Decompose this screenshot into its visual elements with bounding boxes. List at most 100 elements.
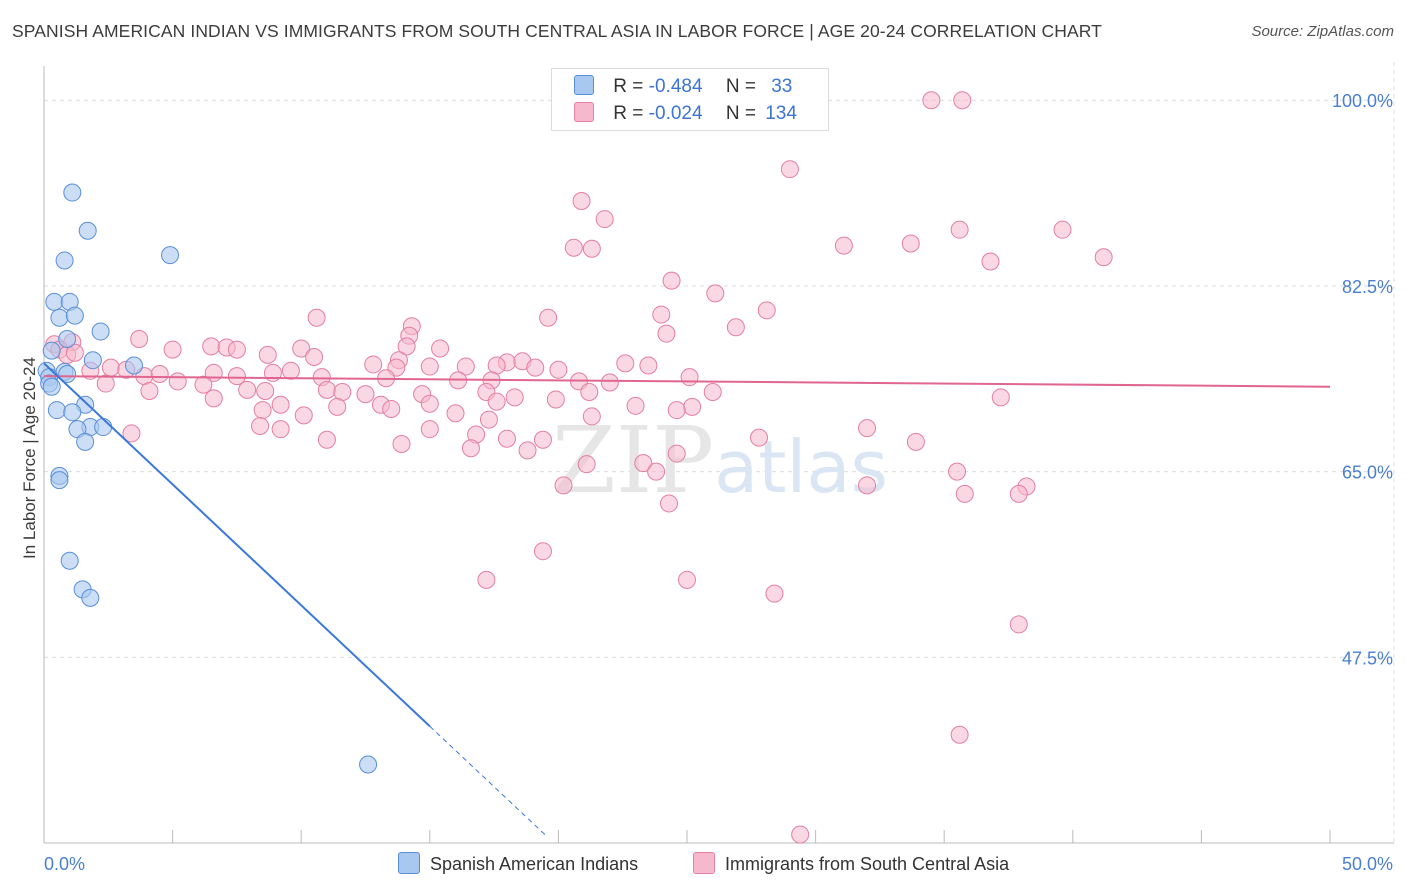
pink-point <box>554 476 573 495</box>
blue-point <box>50 471 69 490</box>
pink-series-points <box>45 91 1113 844</box>
pink-point <box>140 381 159 400</box>
pink-point <box>1053 220 1072 239</box>
pink-point <box>546 390 565 409</box>
chart-title: SPANISH AMERICAN INDIAN VS IMMIGRANTS FR… <box>12 21 1102 41</box>
pink-point <box>518 441 537 460</box>
blue-series-points <box>37 183 378 774</box>
x-tick-label: 50.0% <box>1342 854 1393 874</box>
legend-n-label: N = <box>725 76 756 97</box>
blue-point <box>81 588 100 607</box>
pink-point <box>526 358 545 377</box>
pink-point <box>122 424 141 443</box>
pink-point <box>582 239 601 258</box>
pink-point <box>564 238 583 257</box>
pink-point <box>1009 615 1028 634</box>
pink-point <box>595 210 614 229</box>
pink-point <box>202 337 221 356</box>
legend-n-label: N = <box>725 103 756 124</box>
pink-point <box>364 355 383 374</box>
pink-point <box>96 374 115 393</box>
pink-point <box>765 584 784 603</box>
blue-point <box>63 403 82 422</box>
pink-point <box>858 419 877 438</box>
pink-point <box>955 484 974 503</box>
pink-point <box>150 364 169 383</box>
pink-point <box>101 358 120 377</box>
pink-point <box>382 400 401 419</box>
pink-point <box>683 397 702 416</box>
pink-point <box>251 416 270 435</box>
pink-point <box>317 380 336 399</box>
pink-point <box>981 252 1000 271</box>
pink-point <box>420 357 439 376</box>
pink-point <box>497 429 516 448</box>
pink-point <box>680 368 699 387</box>
y-tick-label: 82.5% <box>1342 277 1393 297</box>
legend-swatch-pink <box>574 102 594 122</box>
pink-point <box>479 410 498 429</box>
pink-point <box>858 476 877 495</box>
pink-point <box>780 160 799 179</box>
source-label: Source: ZipAtlas.com <box>1251 23 1394 40</box>
pink-point <box>1094 248 1113 267</box>
pink-point <box>461 439 480 458</box>
legend-r-value: -0.024 <box>648 103 703 124</box>
pink-point <box>572 192 591 211</box>
legend-item-pink: Immigrants from South Central Asia <box>693 852 1009 875</box>
pink-point <box>194 375 213 394</box>
pink-point <box>258 345 277 364</box>
pink-point <box>626 396 645 415</box>
legend-swatch-blue <box>574 75 594 95</box>
pink-point <box>163 340 182 359</box>
pink-point <box>678 570 696 589</box>
pink-point <box>204 389 223 408</box>
pink-point <box>922 91 941 110</box>
pink-point <box>1009 484 1028 503</box>
y-tick-label: 47.5% <box>1342 648 1393 668</box>
pink-point <box>487 392 506 411</box>
pink-point <box>647 462 666 481</box>
pink-point <box>703 383 722 402</box>
pink-point <box>726 318 745 337</box>
pink-point <box>901 234 920 253</box>
pink-point <box>317 430 336 449</box>
pink-point <box>65 343 84 362</box>
legend-n-value: 134 <box>765 103 797 124</box>
pink-point <box>446 404 465 423</box>
blue-point <box>47 401 66 420</box>
pink-point <box>227 340 246 359</box>
pink-point <box>652 305 671 324</box>
pink-point <box>420 394 439 413</box>
blue-point <box>76 432 95 451</box>
blue-point <box>91 322 110 341</box>
y-tick-label: 100.0% <box>1332 91 1393 111</box>
pink-point <box>657 324 676 343</box>
pink-point <box>950 220 969 239</box>
legend-box: R = -0.484 N = 33 R = -0.024 N = 134 <box>551 68 829 131</box>
blue-point <box>45 292 64 311</box>
pink-point <box>533 430 552 449</box>
pink-point <box>577 455 596 474</box>
blue-point <box>63 183 82 202</box>
legend-row-pink: R = -0.024 N = 134 <box>574 102 797 128</box>
pink-point <box>533 542 552 561</box>
legend-row-blue: R = -0.484 N = 33 <box>574 75 792 101</box>
legend-label-pink: Immigrants from South Central Asia <box>725 854 1010 874</box>
blue-point <box>42 377 61 396</box>
blue-point <box>78 221 97 240</box>
legend-r-value: -0.484 <box>648 76 703 97</box>
pink-point <box>397 337 416 356</box>
legend-swatch-pink <box>693 852 715 874</box>
pink-point <box>906 432 925 451</box>
watermark: ZIPatlas <box>552 407 888 514</box>
pink-point <box>662 271 681 290</box>
pink-point <box>580 383 599 402</box>
blue-point <box>65 306 84 325</box>
blue-point <box>50 308 69 327</box>
watermark-atlas: atlas <box>714 425 888 509</box>
blue-point <box>58 364 77 383</box>
legend-r-label: R = <box>613 76 644 97</box>
pink-point <box>356 385 375 404</box>
pink-point <box>328 397 347 416</box>
